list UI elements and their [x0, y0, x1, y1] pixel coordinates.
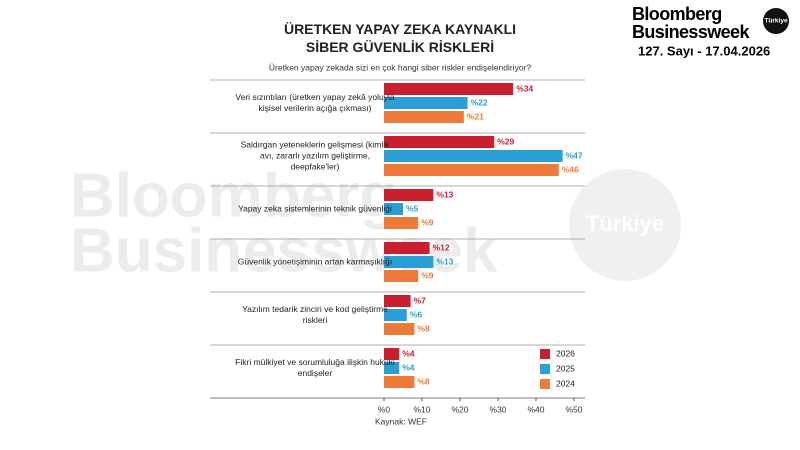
bar [384, 242, 430, 254]
x-tick-label: %0 [378, 404, 391, 414]
bar [384, 136, 495, 148]
bar [384, 256, 434, 268]
watermark-badge [569, 169, 681, 281]
value-label: %8 [417, 323, 430, 333]
bar [384, 189, 434, 201]
brand-badge-text: Türkiye [764, 18, 788, 25]
bar [384, 362, 400, 374]
legend-swatch [540, 349, 550, 359]
bar [384, 323, 415, 335]
value-label: %4 [402, 362, 415, 372]
category-label: Saldırgan yeteneklerin gelişmesi (kimlik… [240, 139, 390, 172]
value-label: %47 [566, 150, 583, 160]
bar [384, 203, 403, 215]
bar [384, 376, 415, 388]
value-label: %12 [433, 242, 450, 252]
legend-label: 2025 [556, 363, 575, 373]
category-label: Yapay zeka sistemlerinin teknik güvenliğ… [238, 203, 392, 214]
legend-swatch [540, 379, 550, 389]
bar [384, 295, 411, 307]
bar [384, 150, 563, 162]
bar [384, 348, 400, 360]
x-tick-label: %40 [527, 404, 544, 414]
chart-subtitle: Üretken yapay zekada sizi en çok hangi s… [269, 62, 531, 72]
value-label: %5 [406, 203, 419, 213]
source: Kaynak: WEF [375, 416, 427, 426]
brand-name: Bloomberg [632, 4, 722, 24]
category-label: Veri sızıntıları (üretken yapay zekâ yol… [235, 92, 395, 113]
brand-name: Businessweek [632, 22, 750, 42]
value-label: %4 [402, 348, 415, 358]
value-label: %21 [467, 111, 484, 121]
value-label: %22 [471, 97, 488, 107]
legend-swatch [540, 364, 550, 374]
bar [384, 309, 407, 321]
watermark-text: Bloomberg [70, 161, 397, 230]
value-label: %13 [436, 256, 453, 266]
value-label: %29 [497, 136, 514, 146]
value-label: %13 [436, 189, 453, 199]
x-tick-label: %10 [413, 404, 430, 414]
x-tick-label: %20 [451, 404, 468, 414]
brand-badge [763, 8, 789, 34]
legend-label: 2026 [556, 348, 575, 358]
value-label: %9 [421, 217, 434, 227]
value-label: %7 [414, 295, 427, 305]
bar [384, 270, 419, 282]
bar [384, 217, 419, 229]
watermark-text: Türkiye [586, 211, 664, 236]
category-label: Fikri mülkiyet ve sorumluluğa ilişkin hu… [235, 357, 395, 378]
category-label: Yazılım tedarik zinciri ve kod geliştirm… [242, 304, 388, 325]
value-label: %34 [516, 83, 533, 93]
value-label: %46 [562, 164, 579, 174]
bar [384, 164, 559, 176]
category-label: Güvenlik yönetişiminin artan karmaşıklığ… [237, 256, 393, 267]
value-label: %6 [410, 309, 423, 319]
bar [384, 97, 468, 109]
issue-date: 127. Sayı - 17.04.2026 [638, 43, 770, 58]
x-tick-label: %30 [489, 404, 506, 414]
value-label: %9 [421, 270, 434, 280]
chart-title: ÜRETKEN YAPAY ZEKA KAYNAKLI SİBER GÜVENL… [283, 21, 517, 55]
value-label: %8 [417, 376, 430, 386]
x-tick-label: %50 [565, 404, 582, 414]
legend-label: 2024 [556, 378, 575, 388]
bar [384, 111, 464, 123]
bar [384, 83, 514, 95]
